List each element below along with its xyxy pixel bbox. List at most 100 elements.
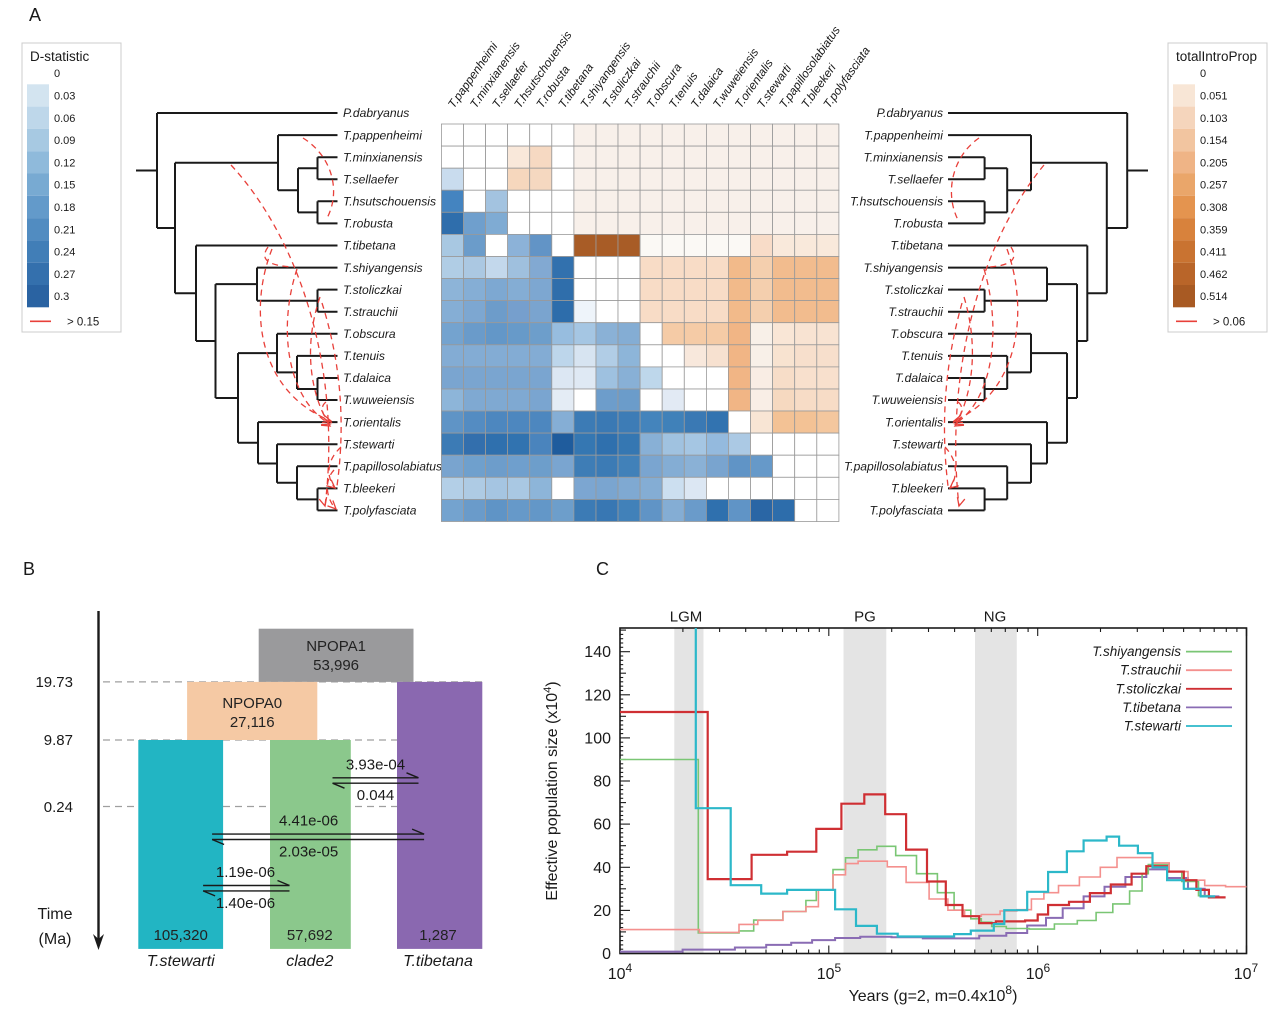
svg-text:T.stewarti: T.stewarti [892,437,944,451]
svg-text:19.73: 19.73 [35,674,73,691]
svg-text:T.strauchii: T.strauchii [343,305,398,319]
svg-text:0.257: 0.257 [1200,180,1228,192]
svg-text:T.bleekeri: T.bleekeri [343,482,395,496]
svg-text:0.24: 0.24 [44,799,73,816]
svg-text:T.orientalis: T.orientalis [343,415,401,429]
svg-text:0.27: 0.27 [54,269,75,281]
svg-text:T.shiyangensis: T.shiyangensis [343,261,423,275]
svg-text:T.shiyangensis: T.shiyangensis [1092,644,1181,659]
svg-text:9.87: 9.87 [44,732,73,749]
svg-text:LGM: LGM [670,609,703,626]
svg-text:1.19e-06: 1.19e-06 [216,864,275,881]
svg-text:NPOPA1: NPOPA1 [306,638,366,655]
svg-text:2.03e-05: 2.03e-05 [279,844,338,861]
svg-text:0.15: 0.15 [54,180,75,192]
svg-text:Effective population size (x10: Effective population size (x104) [542,681,561,900]
svg-text:0.3: 0.3 [54,291,69,303]
svg-text:T.dalaica: T.dalaica [895,371,943,385]
svg-text:T.stewarti: T.stewarti [343,437,395,451]
svg-text:T.robusta: T.robusta [893,217,943,231]
svg-text:20: 20 [593,903,611,920]
svg-text:0.462: 0.462 [1200,269,1228,281]
svg-text:T.hsutschouensis: T.hsutschouensis [343,195,436,209]
svg-text:0.411: 0.411 [1200,247,1227,259]
svg-text:0.09: 0.09 [54,135,75,147]
svg-text:53,996: 53,996 [313,657,359,674]
svg-text:105,320: 105,320 [154,927,208,944]
svg-text:0: 0 [54,68,60,80]
svg-text:0.103: 0.103 [1200,113,1228,125]
svg-text:T.orientalis: T.orientalis [885,415,943,429]
svg-text:T.polyfasciata: T.polyfasciata [343,504,417,518]
svg-text:(Ma): (Ma) [39,931,72,948]
svg-text:clade2: clade2 [286,953,333,970]
svg-text:T.sellaefer: T.sellaefer [888,172,944,186]
svg-text:1,287: 1,287 [419,927,457,944]
svg-text:0.308: 0.308 [1200,202,1228,214]
svg-text:T.bleekeri: T.bleekeri [891,482,943,496]
svg-text:T.shiyangensis: T.shiyangensis [863,261,943,275]
svg-text:T.papillosolabiatus: T.papillosolabiatus [844,459,943,473]
svg-text:57,692: 57,692 [287,927,333,944]
svg-text:T.minxianensis: T.minxianensis [343,150,423,164]
svg-text:T.pappenheimi: T.pappenheimi [343,128,422,142]
svg-text:P.dabryanus: P.dabryanus [343,106,409,120]
svg-text:NPOPA0: NPOPA0 [222,695,282,712]
svg-text:Years (g=2, m=0.4x108): Years (g=2, m=0.4x108) [849,983,1018,1005]
svg-text:0.154: 0.154 [1200,135,1228,147]
svg-text:0: 0 [1200,68,1206,80]
svg-text:B: B [23,559,35,579]
svg-text:T.stoliczkai: T.stoliczkai [884,283,943,297]
svg-text:totalIntroProp: totalIntroProp [1176,49,1257,64]
svg-text:T.wuweiensis: T.wuweiensis [872,393,943,407]
svg-text:T.strauchii: T.strauchii [888,305,943,319]
svg-text:80: 80 [593,774,611,791]
svg-text:T.dalaica: T.dalaica [343,371,391,385]
svg-text:> 0.15: > 0.15 [67,316,99,328]
svg-text:PG: PG [854,609,876,626]
svg-text:0.24: 0.24 [54,247,75,259]
svg-text:0.359: 0.359 [1200,224,1228,236]
svg-text:T.tenuis: T.tenuis [343,349,385,363]
svg-text:T.robusta: T.robusta [343,217,393,231]
svg-text:3.93e-04: 3.93e-04 [346,756,405,773]
svg-text:27,116: 27,116 [230,714,275,731]
svg-text:0.18: 0.18 [54,202,75,214]
svg-text:0.205: 0.205 [1200,157,1228,169]
svg-text:0.051: 0.051 [1200,90,1228,102]
svg-text:60: 60 [593,817,611,834]
svg-text:T.tibetana: T.tibetana [890,239,943,253]
svg-text:0: 0 [602,946,611,963]
svg-text:T.stoliczkai: T.stoliczkai [1115,681,1182,696]
svg-text:T.stewarti: T.stewarti [1124,719,1182,734]
svg-text:0.12: 0.12 [54,157,75,169]
svg-text:1.40e-06: 1.40e-06 [216,895,275,912]
svg-text:0.514: 0.514 [1200,291,1228,303]
svg-text:0.21: 0.21 [54,224,75,236]
svg-text:T.stewarti: T.stewarti [147,953,215,970]
svg-text:D-statistic: D-statistic [30,49,90,64]
svg-text:0.044: 0.044 [357,787,395,804]
svg-text:P.dabryanus: P.dabryanus [877,106,943,120]
svg-text:0.03: 0.03 [54,90,75,102]
svg-text:T.tibetana: T.tibetana [403,953,473,970]
svg-text:T.obscura: T.obscura [343,327,396,341]
svg-text:T.tibetana: T.tibetana [1122,700,1181,715]
svg-text:T.hsutschouensis: T.hsutschouensis [850,195,943,209]
svg-text:T.wuweiensis: T.wuweiensis [343,393,414,407]
svg-text:T.stoliczkai: T.stoliczkai [343,283,402,297]
svg-text:0.06: 0.06 [54,113,75,125]
svg-text:T.minxianensis: T.minxianensis [863,150,943,164]
svg-text:4.41e-06: 4.41e-06 [279,813,338,830]
svg-text:T.papillosolabiatus: T.papillosolabiatus [343,459,442,473]
svg-text:A: A [29,5,41,25]
svg-text:NG: NG [984,609,1007,626]
svg-text:40: 40 [593,860,611,877]
svg-text:100: 100 [584,730,611,747]
svg-text:120: 120 [584,687,611,704]
svg-text:T.obscura: T.obscura [890,327,943,341]
svg-text:T.strauchii: T.strauchii [1120,663,1182,678]
svg-text:T.polyfasciata: T.polyfasciata [869,504,943,518]
svg-text:T.sellaefer: T.sellaefer [343,172,399,186]
svg-text:T.tibetana: T.tibetana [343,239,396,253]
